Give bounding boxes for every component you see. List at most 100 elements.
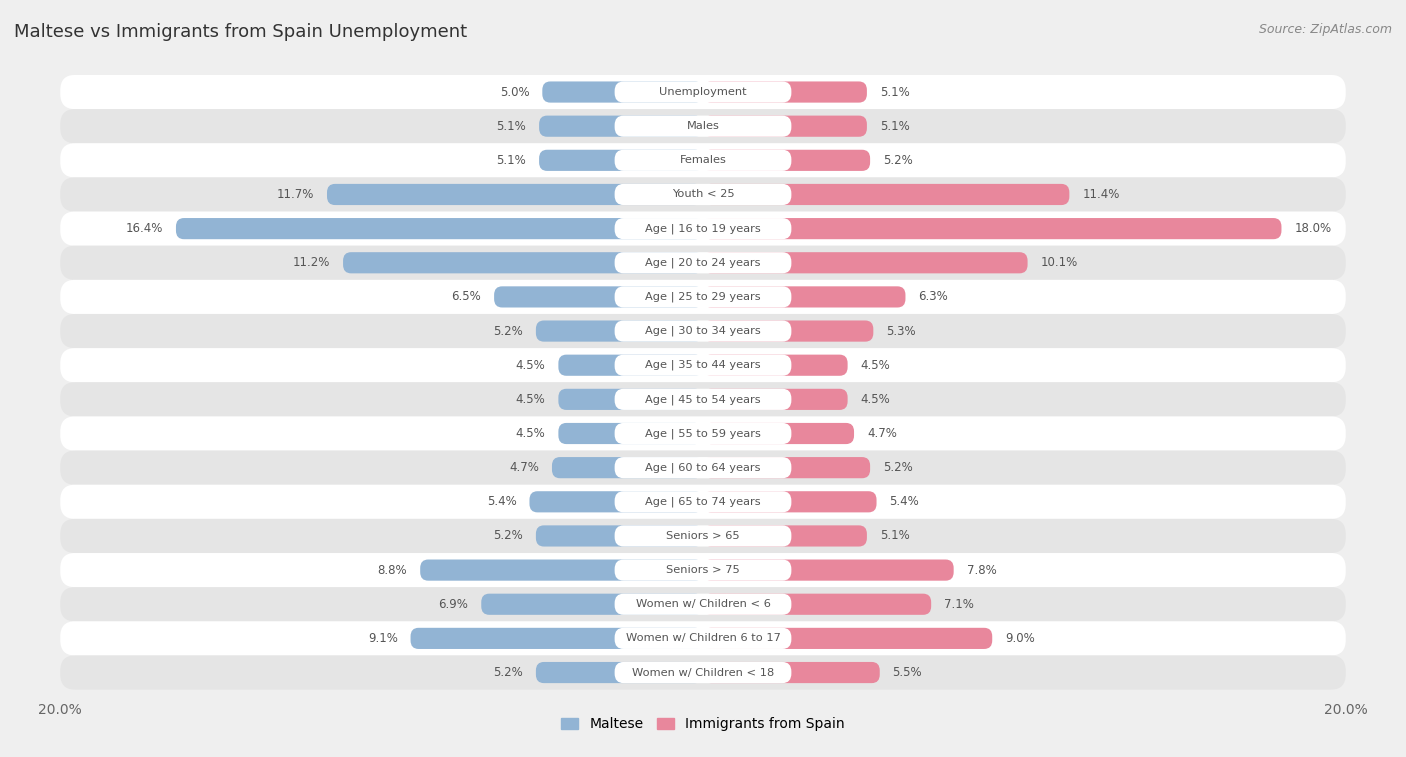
FancyBboxPatch shape: [558, 354, 703, 375]
FancyBboxPatch shape: [60, 382, 1346, 416]
Text: 4.7%: 4.7%: [509, 461, 538, 474]
FancyBboxPatch shape: [538, 150, 703, 171]
FancyBboxPatch shape: [60, 587, 1346, 621]
FancyBboxPatch shape: [558, 389, 703, 410]
FancyBboxPatch shape: [530, 491, 703, 512]
Text: 6.5%: 6.5%: [451, 291, 481, 304]
Text: 5.1%: 5.1%: [880, 529, 910, 543]
FancyBboxPatch shape: [614, 525, 792, 547]
FancyBboxPatch shape: [60, 211, 1346, 246]
Text: Maltese vs Immigrants from Spain Unemployment: Maltese vs Immigrants from Spain Unemplo…: [14, 23, 467, 41]
FancyBboxPatch shape: [60, 348, 1346, 382]
Text: 5.2%: 5.2%: [494, 325, 523, 338]
Text: 9.1%: 9.1%: [368, 632, 398, 645]
FancyBboxPatch shape: [614, 286, 792, 307]
FancyBboxPatch shape: [614, 628, 792, 649]
Text: 9.0%: 9.0%: [1005, 632, 1035, 645]
Text: 4.7%: 4.7%: [868, 427, 897, 440]
FancyBboxPatch shape: [703, 320, 873, 341]
Text: 5.2%: 5.2%: [494, 666, 523, 679]
Text: 4.5%: 4.5%: [860, 359, 890, 372]
Legend: Maltese, Immigrants from Spain: Maltese, Immigrants from Spain: [555, 712, 851, 737]
Text: 5.1%: 5.1%: [496, 154, 526, 167]
FancyBboxPatch shape: [60, 109, 1346, 143]
Text: Age | 16 to 19 years: Age | 16 to 19 years: [645, 223, 761, 234]
Text: Age | 45 to 54 years: Age | 45 to 54 years: [645, 394, 761, 404]
Text: 4.5%: 4.5%: [860, 393, 890, 406]
FancyBboxPatch shape: [60, 450, 1346, 484]
FancyBboxPatch shape: [543, 82, 703, 103]
FancyBboxPatch shape: [614, 491, 792, 512]
FancyBboxPatch shape: [614, 184, 792, 205]
FancyBboxPatch shape: [614, 457, 792, 478]
Text: 5.5%: 5.5%: [893, 666, 922, 679]
FancyBboxPatch shape: [703, 559, 953, 581]
FancyBboxPatch shape: [703, 184, 1070, 205]
FancyBboxPatch shape: [553, 457, 703, 478]
FancyBboxPatch shape: [60, 246, 1346, 280]
Text: Age | 65 to 74 years: Age | 65 to 74 years: [645, 497, 761, 507]
Text: 7.8%: 7.8%: [966, 564, 997, 577]
FancyBboxPatch shape: [703, 389, 848, 410]
FancyBboxPatch shape: [343, 252, 703, 273]
Text: 7.1%: 7.1%: [943, 598, 974, 611]
Text: 4.5%: 4.5%: [516, 427, 546, 440]
Text: Age | 30 to 34 years: Age | 30 to 34 years: [645, 326, 761, 336]
FancyBboxPatch shape: [60, 314, 1346, 348]
Text: Unemployment: Unemployment: [659, 87, 747, 97]
FancyBboxPatch shape: [614, 320, 792, 341]
Text: 18.0%: 18.0%: [1295, 222, 1331, 235]
FancyBboxPatch shape: [703, 628, 993, 649]
Text: Source: ZipAtlas.com: Source: ZipAtlas.com: [1258, 23, 1392, 36]
FancyBboxPatch shape: [614, 423, 792, 444]
FancyBboxPatch shape: [703, 116, 868, 137]
Text: 16.4%: 16.4%: [125, 222, 163, 235]
Text: Age | 60 to 64 years: Age | 60 to 64 years: [645, 463, 761, 473]
Text: 5.1%: 5.1%: [496, 120, 526, 132]
FancyBboxPatch shape: [614, 559, 792, 581]
FancyBboxPatch shape: [703, 150, 870, 171]
FancyBboxPatch shape: [614, 354, 792, 375]
Text: Women w/ Children < 18: Women w/ Children < 18: [631, 668, 775, 678]
FancyBboxPatch shape: [60, 519, 1346, 553]
FancyBboxPatch shape: [538, 116, 703, 137]
FancyBboxPatch shape: [60, 416, 1346, 450]
FancyBboxPatch shape: [176, 218, 703, 239]
Text: Seniors > 75: Seniors > 75: [666, 565, 740, 575]
Text: 10.1%: 10.1%: [1040, 257, 1077, 269]
FancyBboxPatch shape: [614, 116, 792, 137]
FancyBboxPatch shape: [60, 280, 1346, 314]
Text: 8.8%: 8.8%: [378, 564, 408, 577]
Text: Females: Females: [679, 155, 727, 165]
Text: Youth < 25: Youth < 25: [672, 189, 734, 200]
FancyBboxPatch shape: [614, 218, 792, 239]
FancyBboxPatch shape: [614, 82, 792, 103]
FancyBboxPatch shape: [614, 662, 792, 683]
FancyBboxPatch shape: [614, 593, 792, 615]
FancyBboxPatch shape: [60, 553, 1346, 587]
FancyBboxPatch shape: [411, 628, 703, 649]
FancyBboxPatch shape: [536, 662, 703, 683]
FancyBboxPatch shape: [60, 484, 1346, 519]
FancyBboxPatch shape: [703, 286, 905, 307]
Text: 5.1%: 5.1%: [880, 120, 910, 132]
FancyBboxPatch shape: [494, 286, 703, 307]
Text: 5.2%: 5.2%: [883, 461, 912, 474]
FancyBboxPatch shape: [703, 218, 1281, 239]
Text: 5.2%: 5.2%: [883, 154, 912, 167]
Text: Males: Males: [686, 121, 720, 131]
FancyBboxPatch shape: [703, 525, 868, 547]
Text: Age | 55 to 59 years: Age | 55 to 59 years: [645, 428, 761, 439]
FancyBboxPatch shape: [703, 457, 870, 478]
Text: 5.0%: 5.0%: [501, 86, 530, 98]
FancyBboxPatch shape: [614, 389, 792, 410]
Text: 6.3%: 6.3%: [918, 291, 948, 304]
Text: 11.4%: 11.4%: [1083, 188, 1119, 201]
FancyBboxPatch shape: [60, 75, 1346, 109]
FancyBboxPatch shape: [60, 143, 1346, 177]
Text: Age | 35 to 44 years: Age | 35 to 44 years: [645, 360, 761, 370]
Text: Women w/ Children 6 to 17: Women w/ Children 6 to 17: [626, 634, 780, 643]
Text: 5.4%: 5.4%: [890, 495, 920, 508]
FancyBboxPatch shape: [481, 593, 703, 615]
Text: 6.9%: 6.9%: [439, 598, 468, 611]
